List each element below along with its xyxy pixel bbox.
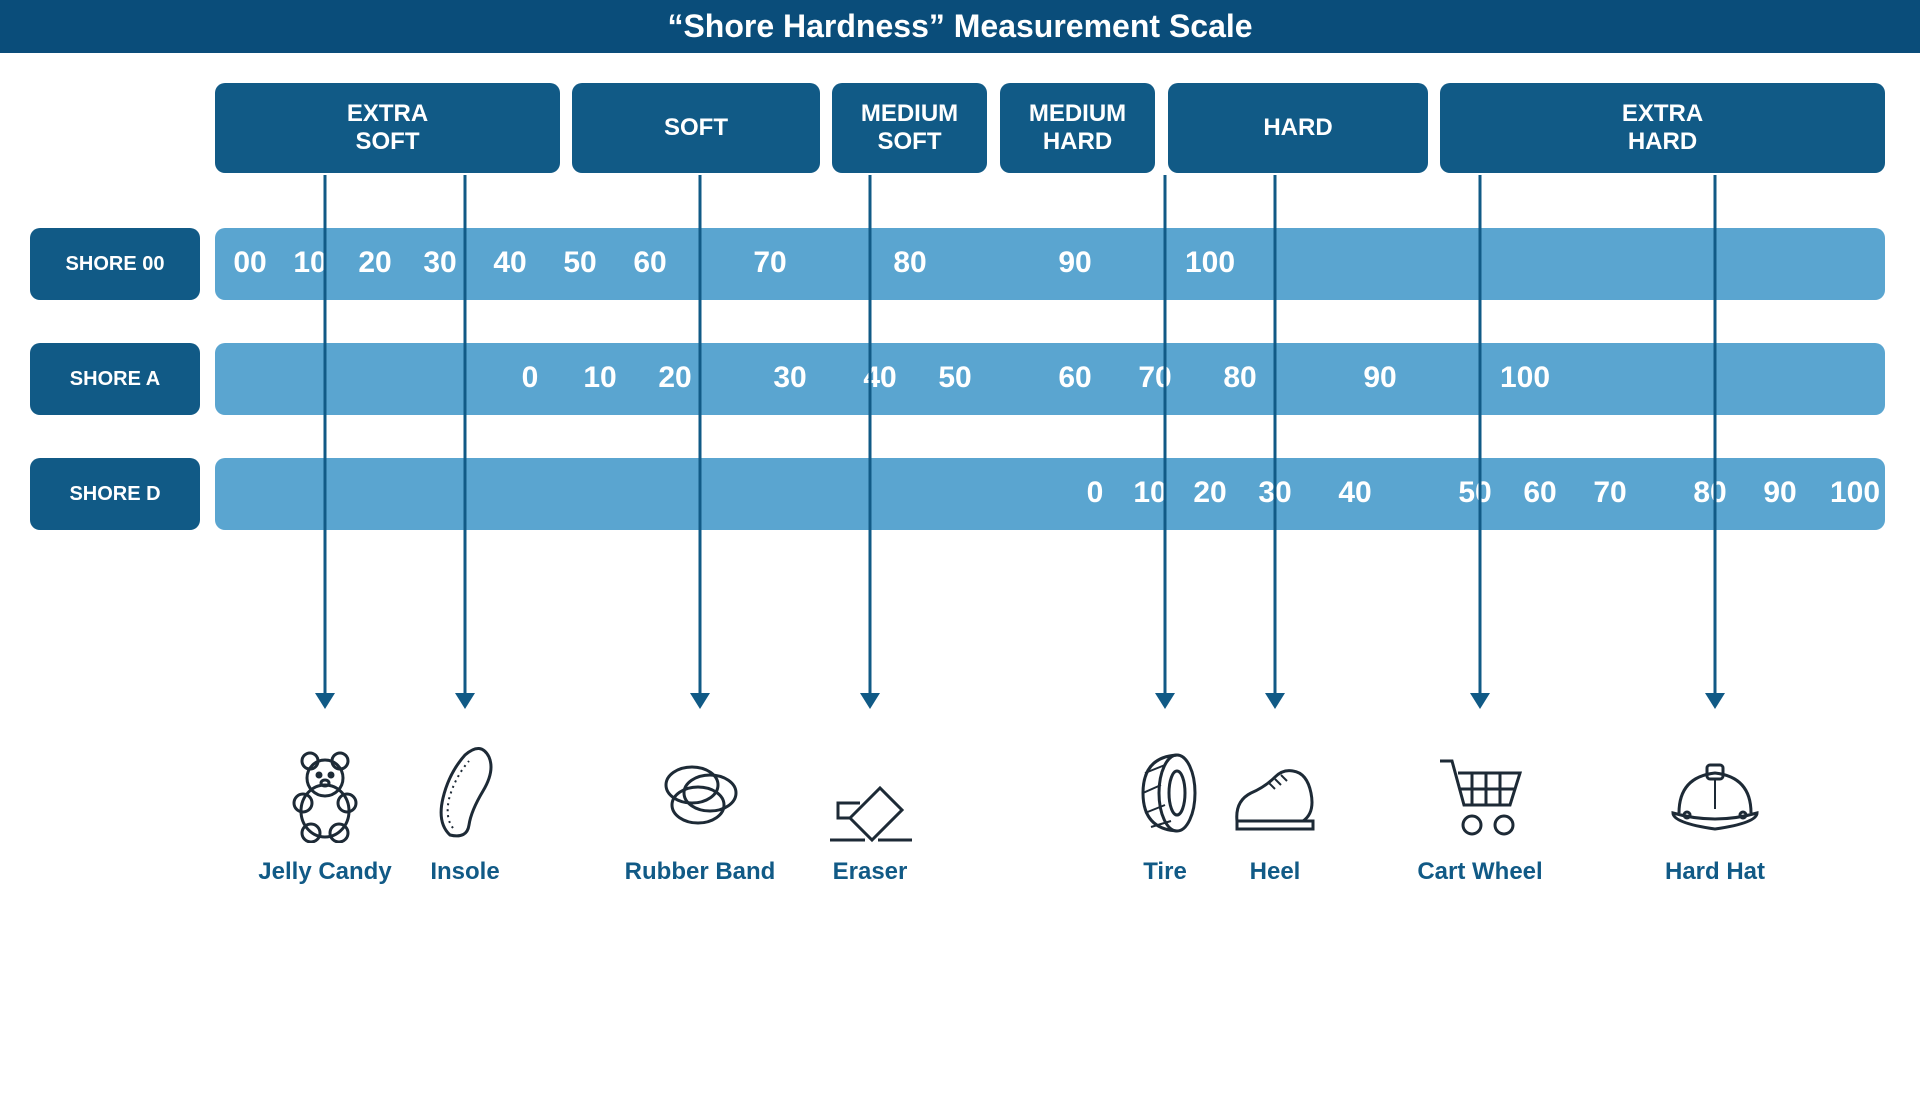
tick: 60 — [1523, 476, 1556, 510]
category-medium-soft: MEDIUMSOFT — [832, 83, 987, 173]
hard-hat-icon — [1655, 738, 1775, 848]
arrow-line — [324, 175, 327, 693]
category-soft: SOFT — [572, 83, 820, 173]
shoe-icon — [1215, 738, 1335, 848]
arrow-head-icon — [1155, 693, 1175, 709]
example-label-tire: Tire — [1143, 858, 1187, 886]
tick: 30 — [773, 361, 806, 395]
tire-icon — [1105, 738, 1225, 848]
tick: 80 — [893, 246, 926, 280]
example-label-jelly-candy: Jelly Candy — [258, 858, 391, 886]
tick: 50 — [938, 361, 971, 395]
example-label-insole: Insole — [430, 858, 499, 886]
arrow-line — [1714, 175, 1717, 693]
category-extra-soft: EXTRASOFT — [215, 83, 560, 173]
tick: 90 — [1763, 476, 1796, 510]
tick: 70 — [753, 246, 786, 280]
tick: 0 — [522, 361, 539, 395]
chart-area: EXTRASOFTSOFTMEDIUMSOFTMEDIUMHARDHARDEXT… — [0, 53, 1920, 1093]
arrow-line — [869, 175, 872, 693]
scale-label-shore-a: SHORE A — [30, 343, 200, 415]
arrow-head-icon — [1470, 693, 1490, 709]
tick: 10 — [1133, 476, 1166, 510]
arrow-head-icon — [1705, 693, 1725, 709]
example-label-rubber-band: Rubber Band — [625, 858, 776, 886]
insole-icon — [405, 738, 525, 848]
tick: 20 — [658, 361, 691, 395]
tick: 0 — [1087, 476, 1104, 510]
example-label-heel: Heel — [1250, 858, 1301, 886]
tick: 10 — [583, 361, 616, 395]
arrow-head-icon — [1265, 693, 1285, 709]
tick: 60 — [1058, 361, 1091, 395]
category-medium-hard: MEDIUMHARD — [1000, 83, 1155, 173]
tick: 100 — [1500, 361, 1550, 395]
arrow-line — [464, 175, 467, 693]
example-label-cart-wheel: Cart Wheel — [1417, 858, 1542, 886]
arrow-line — [1274, 175, 1277, 693]
example-label-eraser: Eraser — [833, 858, 908, 886]
tick: 40 — [1338, 476, 1371, 510]
category-hard: HARD — [1168, 83, 1428, 173]
eraser-icon — [810, 738, 930, 848]
arrow-head-icon — [690, 693, 710, 709]
tick: 40 — [493, 246, 526, 280]
example-label-hard-hat: Hard Hat — [1665, 858, 1765, 886]
arrow-head-icon — [315, 693, 335, 709]
tick: 80 — [1223, 361, 1256, 395]
tick: 90 — [1058, 246, 1091, 280]
tick: 50 — [1458, 476, 1491, 510]
tick: 50 — [563, 246, 596, 280]
title-bar: “Shore Hardness” Measurement Scale — [0, 0, 1920, 53]
cart-icon — [1420, 738, 1540, 848]
tick: 70 — [1593, 476, 1626, 510]
arrow-line — [699, 175, 702, 693]
arrow-line — [1479, 175, 1482, 693]
tick: 100 — [1185, 246, 1235, 280]
tick: 70 — [1138, 361, 1171, 395]
rubber-band-icon — [640, 738, 760, 848]
tick: 10 — [293, 246, 326, 280]
arrow-line — [1164, 175, 1167, 693]
tick: 80 — [1693, 476, 1726, 510]
tick: 90 — [1363, 361, 1396, 395]
tick: 30 — [423, 246, 456, 280]
tick: 20 — [358, 246, 391, 280]
tick: 20 — [1193, 476, 1226, 510]
gummy-bear-icon — [265, 738, 385, 848]
arrow-head-icon — [860, 693, 880, 709]
tick: 00 — [233, 246, 266, 280]
scale-label-shore-d: SHORE D — [30, 458, 200, 530]
tick: 100 — [1830, 476, 1880, 510]
category-extra-hard: EXTRAHARD — [1440, 83, 1885, 173]
arrow-head-icon — [455, 693, 475, 709]
tick: 60 — [633, 246, 666, 280]
scale-label-shore-00: SHORE 00 — [30, 228, 200, 300]
